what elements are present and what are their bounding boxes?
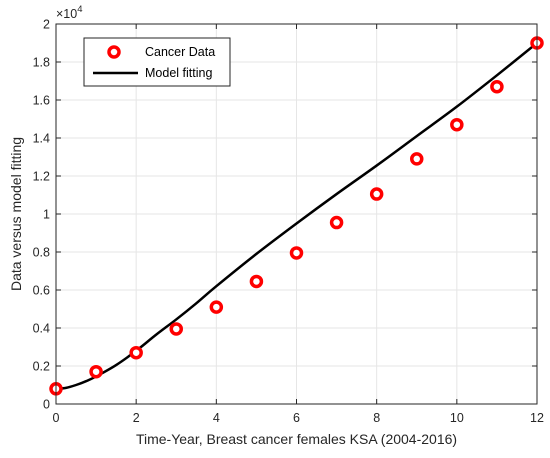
data-point-cancer-data bbox=[490, 79, 504, 94]
data-point-cancer-data bbox=[450, 117, 464, 132]
y-exponent: ×104 bbox=[56, 4, 83, 21]
data-point-cancer-data bbox=[369, 187, 384, 201]
y-tick-label: 1 bbox=[43, 208, 50, 222]
y-tick-label: 0.8 bbox=[33, 246, 50, 260]
data-point-cancer-data bbox=[209, 300, 224, 314]
y-tick-label: 2 bbox=[43, 18, 50, 32]
data-point-cancer-data bbox=[169, 322, 183, 336]
data-point-cancer-data bbox=[410, 152, 424, 166]
x-tick-label: 2 bbox=[133, 411, 140, 425]
y-tick-label: 1.8 bbox=[33, 56, 50, 70]
y-tick-label: 1.6 bbox=[33, 94, 50, 108]
y-tick-label: 0 bbox=[43, 398, 50, 412]
data-point-cancer-data bbox=[289, 246, 304, 260]
x-tick-label: 12 bbox=[530, 411, 544, 425]
x-axis-label: Time-Year, Breast cancer females KSA (20… bbox=[136, 431, 457, 447]
y-tick-label: 1.4 bbox=[33, 132, 50, 146]
x-tick-label: 6 bbox=[293, 411, 300, 425]
y-tick-label: 0.6 bbox=[33, 284, 50, 298]
x-tick-label: 8 bbox=[373, 411, 380, 425]
data-point-cancer-data bbox=[129, 345, 143, 360]
x-tick-label: 0 bbox=[53, 411, 60, 425]
y-tick-label: 0.2 bbox=[33, 360, 50, 374]
legend-box bbox=[83, 37, 231, 87]
legend-marker-cancer-data bbox=[107, 45, 121, 59]
series-line-model-fitting bbox=[55, 42, 538, 391]
x-tick-label: 10 bbox=[450, 411, 464, 425]
legend: Cancer Data Model fitting bbox=[83, 37, 231, 87]
y-tick-label: 0.4 bbox=[33, 322, 50, 336]
data-point-cancer-data bbox=[249, 274, 264, 289]
legend-label-cancer-data: Cancer Data bbox=[145, 45, 215, 59]
axis-ticks: 0 2 4 6 8 10 12 0 0.2 0.4 0.6 0.8 1 1.2 1.4 1.6 1.8 2 bbox=[33, 18, 544, 426]
y-axis-label: Data versus model fitting bbox=[8, 137, 24, 291]
legend-label-model-fitting: Model fitting bbox=[145, 66, 212, 80]
y-tick-label: 1.2 bbox=[33, 170, 50, 184]
data-point-cancer-data bbox=[329, 215, 344, 230]
x-tick-label: 4 bbox=[213, 411, 220, 425]
data-point-cancer-data bbox=[89, 364, 103, 379]
